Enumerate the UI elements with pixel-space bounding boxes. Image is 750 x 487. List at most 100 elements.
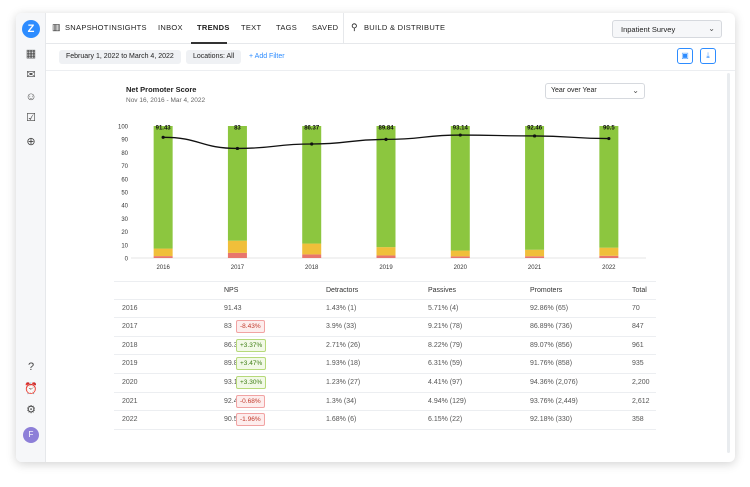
y-tick-label: 40 (121, 204, 128, 210)
nps-cell: 86.37 (224, 341, 242, 349)
nps-point (458, 133, 462, 137)
year-cell: 2016 (122, 304, 138, 312)
nps-point (310, 142, 314, 146)
tab-inbox[interactable]: INBOX (158, 23, 183, 32)
scrollbar[interactable] (727, 73, 730, 453)
passives-cell: 9.21% (78) (428, 323, 463, 331)
detractors-cell: 2.71% (26) (326, 341, 361, 349)
tab-insights[interactable]: INSIGHTS (109, 23, 147, 32)
header-passives: Passives (428, 287, 457, 294)
y-tick-label: 0 (125, 257, 129, 263)
avatar[interactable]: F (23, 427, 39, 443)
help-icon[interactable]: ? (27, 361, 35, 373)
date-range-filter[interactable]: February 1, 2022 to March 4, 2022 (59, 50, 181, 64)
bar-segment-promoters (599, 125, 619, 248)
total-cell: 961 (632, 341, 644, 349)
nps-point (384, 137, 388, 142)
tab-build-distribute[interactable]: BUILD & DISTRIBUTE (364, 23, 446, 32)
table-row: 2021 92.46 1.3% (34) 4.94% (129) 93.76% (2,4… (114, 393, 656, 412)
total-cell: 2,200 (632, 378, 650, 386)
header-promoters: Promoters (530, 287, 563, 294)
period-select[interactable]: Year over Year ⌄ (545, 83, 645, 99)
chevron-down-icon: ⌄ (708, 24, 715, 33)
passives-cell: 4.94% (129) (428, 397, 467, 405)
bar-segment-promoters (525, 126, 545, 250)
nps-change-badge: -1.96% (236, 413, 265, 427)
nps-cell: 90.5 (224, 416, 238, 424)
survey-select[interactable]: Inpatient Survey ⌄ (612, 20, 722, 38)
y-tick-label: 10 (121, 243, 128, 249)
detractors-cell: 1.68% (6) (326, 416, 357, 424)
tab-tags[interactable]: TAGS (276, 23, 298, 32)
passives-cell: 6.15% (22) (428, 416, 463, 424)
x-tick-label: 2021 (528, 265, 542, 271)
nps-point (161, 135, 165, 139)
nps-change-badge: +3.37% (236, 338, 267, 352)
detractors-cell: 1.93% (18) (326, 360, 361, 368)
nps-cell: 93.14 (224, 378, 242, 386)
tab-saved[interactable]: SAVED (312, 23, 339, 32)
promoters-cell: 89.07% (856) (530, 341, 573, 349)
nav-divider (343, 13, 344, 44)
bar-segment-detractors (302, 254, 322, 258)
bar-segment-passives (599, 247, 619, 256)
promoters-cell: 86.89% (736) (530, 323, 573, 331)
save-icon[interactable]: ▣ (677, 48, 693, 64)
year-cell: 2018 (122, 341, 138, 349)
bar-segment-passives (302, 243, 322, 255)
promoters-cell: 94.36% (2,076) (530, 378, 578, 386)
tab-text[interactable]: TEXT (241, 23, 262, 32)
bar-segment-detractors (227, 252, 247, 258)
nps-change-badge: +3.47% (236, 357, 267, 371)
x-tick-label: 2019 (379, 265, 393, 271)
bar-segment-promoters (376, 126, 396, 248)
download-icon[interactable]: ⤓ (700, 48, 716, 64)
nps-point (532, 134, 537, 138)
settings-icon[interactable]: ⚙ (26, 404, 36, 416)
tasks-icon[interactable]: ☑ (26, 112, 36, 124)
bar-segment-passives (450, 250, 470, 257)
add-icon[interactable]: ⊕ (26, 136, 36, 148)
y-tick-label: 30 (121, 217, 128, 223)
add-filter-link[interactable]: + Add Filter (249, 53, 285, 60)
total-cell: 70 (632, 304, 640, 312)
period-select-value: Year over Year (551, 87, 597, 94)
dashboard-icon[interactable]: ▦ (25, 48, 37, 60)
total-cell: 358 (632, 416, 644, 424)
bar-segment-detractors (525, 256, 545, 258)
app-window: Z ▦ ✉ ☺ ☑ ⊕ ? ⏰ ⚙ F ▥ SNAPSHOT INSIGHTS … (16, 13, 735, 462)
sidebar: Z ▦ ✉ ☺ ☑ ⊕ ? ⏰ ⚙ F (16, 13, 46, 462)
messages-icon[interactable]: ✉ (26, 69, 36, 81)
y-tick-label: 100 (118, 125, 129, 131)
table-row: 2020 93.14 1.23% (27) 4.41% (97) 94.36% (2,0… (114, 374, 656, 393)
header-nps: NPS (224, 287, 239, 294)
nps-cell: 92.46 (224, 397, 242, 405)
detractors-cell: 3.9% (33) (326, 323, 357, 331)
tab-trends[interactable]: TRENDS (197, 23, 230, 32)
chart-title: Net Promoter Score (126, 85, 197, 94)
alarm-icon[interactable]: ⏰ (24, 383, 38, 395)
nps-table: NPS Detractors Passives Promoters Total … (114, 281, 656, 430)
survey-select-value: Inpatient Survey (621, 25, 676, 34)
locations-filter[interactable]: Locations: All (186, 50, 242, 64)
bar-segment-promoters (450, 126, 470, 251)
promoters-cell: 92.86% (65) (530, 304, 569, 312)
nps-change-badge: -8.43% (236, 320, 265, 334)
top-nav: ▥ SNAPSHOT INSIGHTS INBOX TRENDS TEXT TA… (46, 13, 735, 44)
detractors-cell: 1.3% (34) (326, 397, 357, 405)
nps-change-badge: +3.30% (236, 375, 267, 389)
table-row: 2019 89.84 1.93% (18) 6.31% (59) 91.76% (858… (114, 355, 656, 374)
promoters-cell: 92.18% (330) (530, 416, 573, 424)
bar-segment-detractors (153, 256, 173, 258)
bar-segment-promoters (227, 126, 247, 241)
year-cell: 2017 (122, 323, 138, 331)
chevron-down-icon: ⌄ (632, 86, 639, 95)
nps-data-label: 92.46 (527, 125, 543, 131)
table-row: 2017 83 3.9% (33) 9.21% (78) 86.89% (736) 847… (114, 318, 656, 337)
app-logo[interactable]: Z (22, 20, 40, 38)
bar-segment-promoters (302, 126, 322, 244)
x-tick-label: 2016 (156, 265, 170, 271)
header-divider (46, 70, 735, 71)
tab-snapshot[interactable]: SNAPSHOT (65, 23, 109, 32)
user-icon[interactable]: ☺ (25, 91, 37, 103)
